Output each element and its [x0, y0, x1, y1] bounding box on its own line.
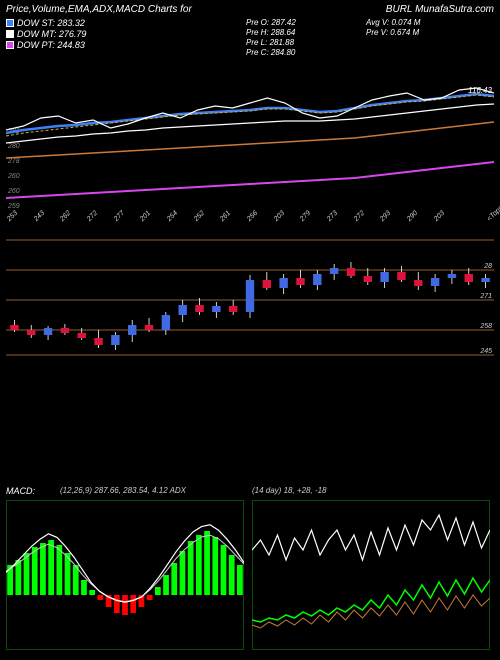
- macd-title: MACD:: [6, 486, 35, 496]
- legend: DOW ST: 283.32DOW MT: 276.79DOW PT: 244.…: [6, 18, 86, 51]
- macd-params: (12,26,9) 287.66, 283.54, 4.12 ADX: [60, 486, 186, 495]
- svg-text:258: 258: [479, 323, 492, 330]
- adx-chart: [252, 500, 490, 650]
- stats-ohlc: Pre O: 287.42Pre H: 288.64Pre L: 281.88P…: [246, 18, 296, 58]
- title-left: Price,Volume,EMA,ADX,MACD Charts for: [6, 4, 192, 15]
- svg-text:260: 260: [7, 173, 20, 180]
- stats-volume: Avg V: 0.074 MPre V: 0.674 M: [366, 18, 420, 38]
- price-annotation: 116.43: [468, 86, 492, 95]
- legend-item: DOW ST: 283.32: [6, 18, 86, 28]
- date-axis: 2532432622722772012542522612562032792732…: [6, 218, 494, 230]
- svg-text:245: 245: [479, 348, 492, 355]
- title-right: BURL MunafaSutra.com: [386, 4, 494, 15]
- macd-chart: [6, 500, 244, 650]
- legend-item: DOW MT: 276.79: [6, 29, 86, 39]
- candlestick-chart: 28 271 258 245: [6, 230, 494, 370]
- adx-title: (14 day) 18, +28, -18: [252, 486, 327, 495]
- price-ema-chart: 259260260278280281 116.43: [6, 58, 494, 218]
- svg-text:280: 280: [7, 143, 20, 150]
- chart-header: Price,Volume,EMA,ADX,MACD Charts for BUR…: [6, 4, 494, 44]
- svg-text:260: 260: [7, 188, 20, 195]
- svg-text:28: 28: [483, 263, 492, 270]
- legend-item: DOW PT: 244.83: [6, 40, 86, 50]
- svg-text:278: 278: [7, 158, 20, 165]
- svg-text:271: 271: [479, 293, 492, 300]
